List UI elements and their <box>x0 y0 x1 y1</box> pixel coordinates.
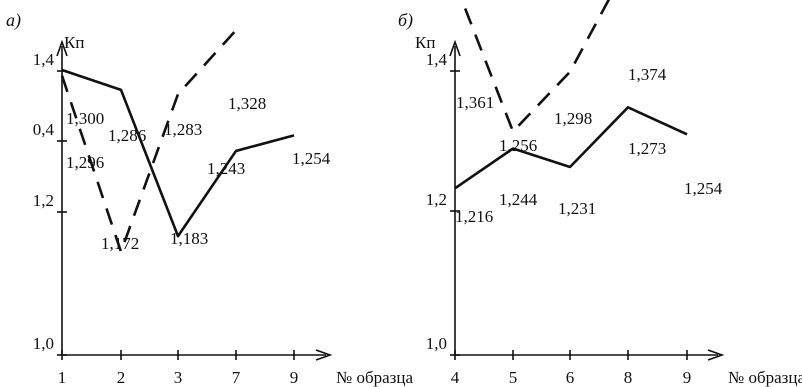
panel-a-data-label-solid: 1,254 <box>292 149 331 168</box>
panel-a-y-tick-label: 1,0 <box>33 334 54 353</box>
panel-a-y-tick-label: 0,4 <box>33 120 55 139</box>
panel-b-x-axis-arrow <box>707 349 725 361</box>
panel-b-data-label-solid: 1,254 <box>684 179 723 198</box>
panel-a-data-label-dashed: 1,296 <box>66 153 104 172</box>
panel-b-x-tick-label: 6 <box>566 368 575 387</box>
panel-a-series-solid <box>61 68 295 238</box>
panel-a-series-dashed <box>60 29 237 254</box>
panel-b-data-label-dashed: 1,374 <box>628 65 667 84</box>
panel-b-y-tick-label: 1,2 <box>426 190 447 209</box>
panel-a-data-label-solid: 1,286 <box>108 126 146 145</box>
panel-b-y-tick-label: 1,0 <box>426 334 447 353</box>
panel-a-x-tick-label: 3 <box>174 368 183 387</box>
panel-b-data-label-solid: 1,244 <box>499 190 538 209</box>
panel-a-data-label-dashed: 1,172 <box>101 234 139 253</box>
panel-a-data-label-solid: 1,300 <box>66 109 104 128</box>
panel-b-data-label-solid: 1,273 <box>628 139 666 158</box>
panel-a-data-label-solid: 1,243 <box>207 159 245 178</box>
panel-b-y-tick-label: 1,4 <box>426 50 448 69</box>
panel-a-x-axis-arrow <box>315 349 333 361</box>
panel-a-y-axis-label: Кп <box>64 33 84 52</box>
panel-b-data-label-solid: 1,231 <box>558 199 596 218</box>
panel-b-series-dashed <box>460 0 611 133</box>
panel-a-data-label-dashed: 1,283 <box>164 120 202 139</box>
panel-b-data-label-solid: 1,216 <box>455 207 493 226</box>
panel-a-x-tick-label: 2 <box>117 368 126 387</box>
panel-b-series-solid <box>454 106 688 190</box>
panel-a-label: а) <box>6 10 21 31</box>
panel-b-data-label-dashed: 1,256 <box>499 136 537 155</box>
panel-a-y-tick-label: 1,4 <box>33 50 55 69</box>
panel-a-x-axis-label: № образца <box>336 368 413 387</box>
panel-b-x-tick-label: 5 <box>509 368 518 387</box>
panel-b-x-tick-label: 4 <box>451 368 460 387</box>
panel-a-y-tick-label: 1,2 <box>33 191 54 210</box>
panel-b-y-axis-arrow <box>449 39 461 57</box>
panel-a-y-axis-arrow <box>56 39 68 57</box>
panel-a-x-tick-label: 7 <box>232 368 241 387</box>
panel-a-x-tick-label: 1 <box>58 368 67 387</box>
panel-b-data-label-dashed: 1,298 <box>554 109 592 128</box>
panel-b-y-axis-label: Кп <box>415 33 435 52</box>
panel-a-data-label-dashed: 1,328 <box>228 94 266 113</box>
panel-b-data-label-dashed: 1,361 <box>456 93 494 112</box>
panel-b-x-axis-label: № образца <box>728 368 802 387</box>
panel-b-label: б) <box>398 10 413 31</box>
panel-a-data-label-solid: 1,183 <box>170 229 208 248</box>
panel-b-x-tick-label: 9 <box>683 368 692 387</box>
panel-b-x-tick-label: 8 <box>624 368 633 387</box>
panel-a-x-tick-label: 9 <box>290 368 299 387</box>
